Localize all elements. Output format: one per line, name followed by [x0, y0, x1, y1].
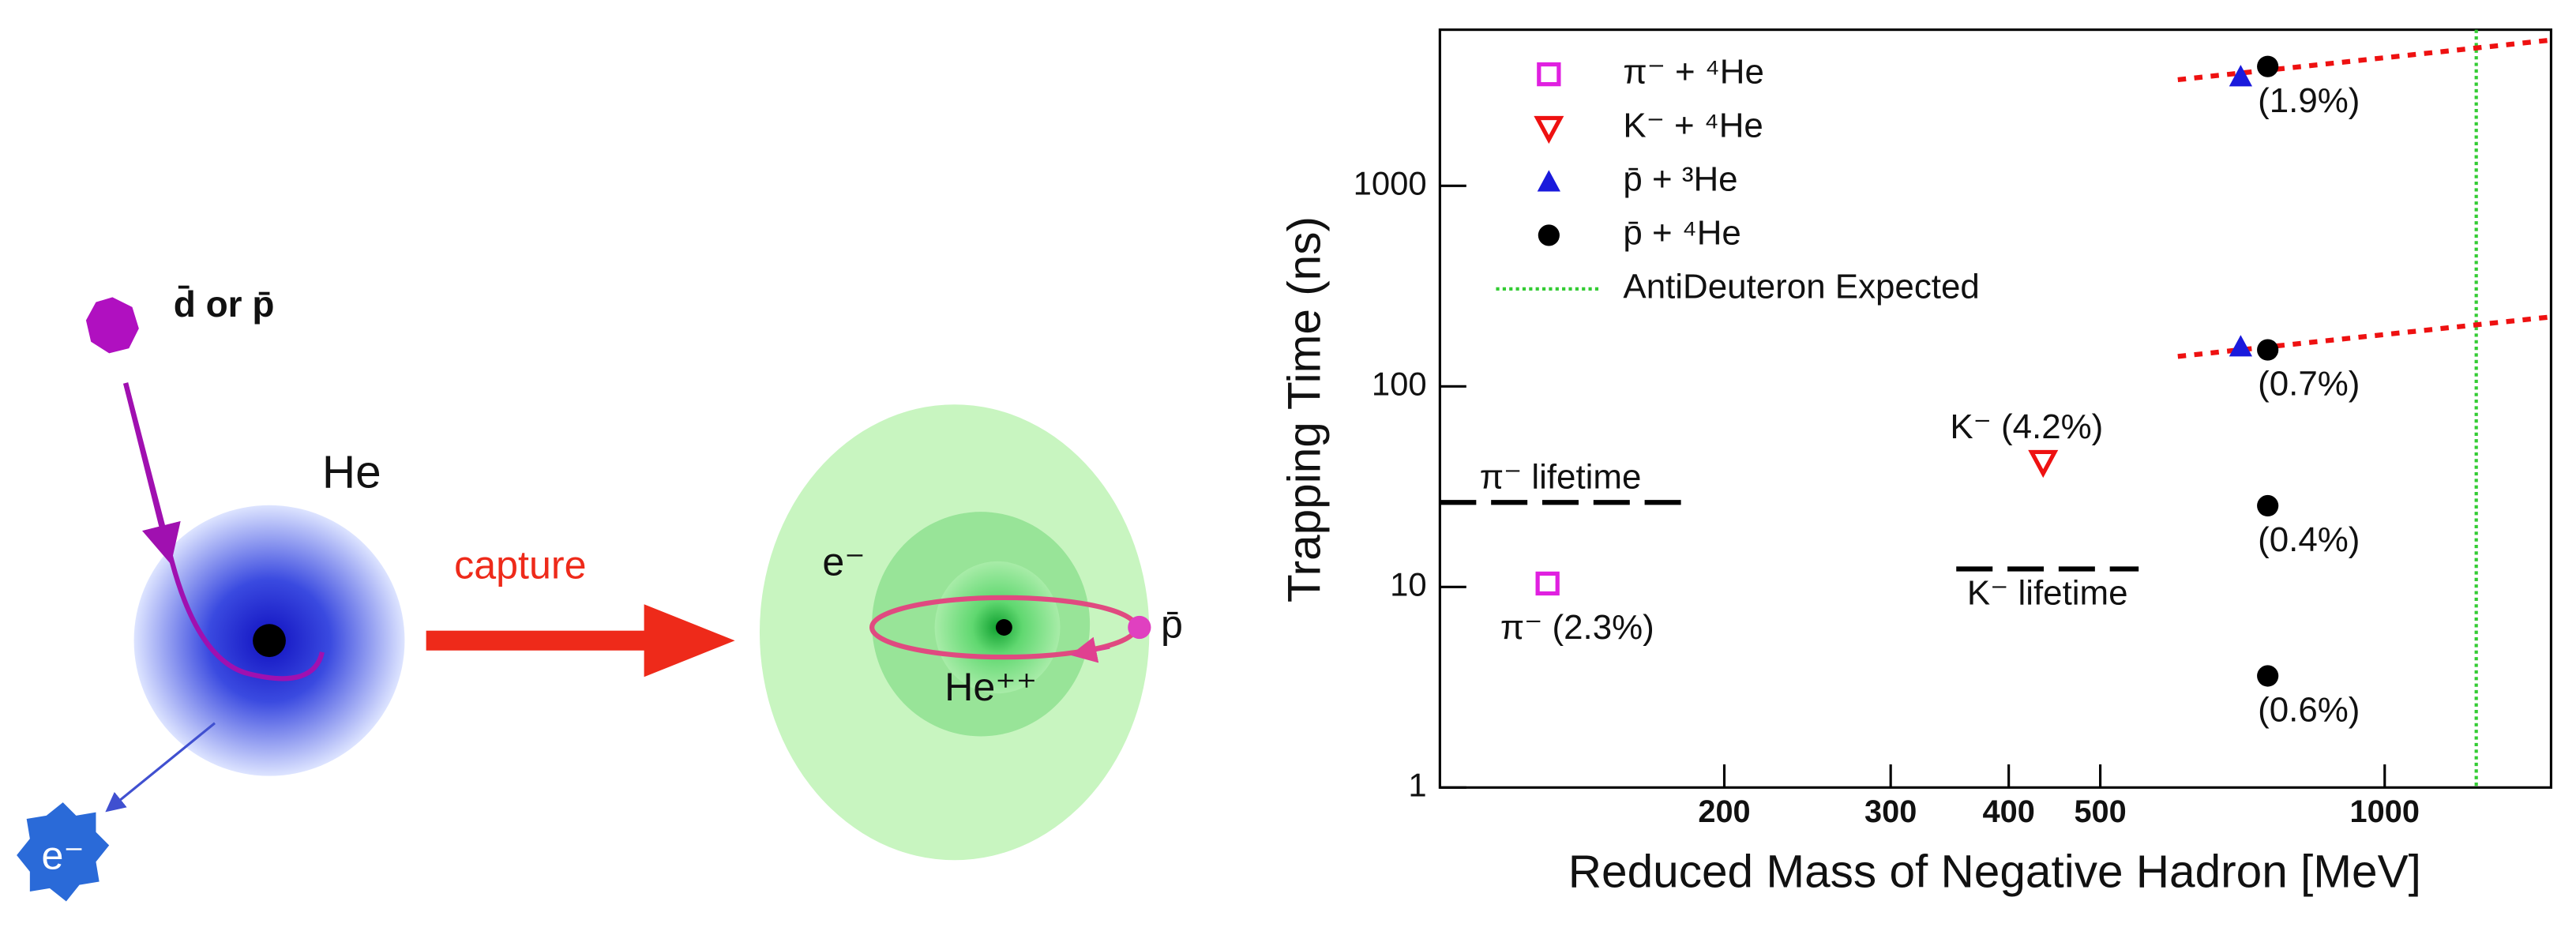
fit-line: [2177, 314, 2552, 359]
x-tick-label: 300: [1864, 794, 1917, 829]
atom-label: He: [322, 447, 381, 498]
capture-arrow-head: [644, 604, 735, 678]
y-tick-label: 10: [1390, 565, 1427, 603]
x-tick-label: 1000: [2350, 794, 2420, 829]
data-label: (0.4%): [2258, 520, 2360, 559]
x-tick-label: 200: [1698, 794, 1750, 829]
x-tick-label: 500: [2074, 794, 2126, 829]
legend-label: AntiDeuteron Expected: [1623, 267, 1979, 306]
data-label: (0.6%): [2258, 691, 2360, 730]
legend-marker: [1537, 62, 1561, 87]
legend-marker: [1538, 224, 1560, 246]
data-label: π⁻ (2.3%): [1500, 608, 1654, 647]
legend-label: π⁻ + ⁴He: [1623, 53, 1763, 92]
legend-label: p̄ + ³He: [1623, 160, 1737, 199]
legend-label: K⁻ + ⁴He: [1623, 107, 1763, 145]
trajectory-arrow: [123, 382, 181, 565]
trajectory: [123, 382, 325, 681]
x-tick-label: 400: [1983, 794, 2035, 829]
diagram: e⁻ d̄ or p̄ He capture e⁻ He⁺⁺ p̄: [17, 283, 1183, 902]
helium-nucleus: [995, 619, 1012, 636]
emitted-label: e⁻: [41, 833, 84, 877]
emission-arrow: [105, 722, 216, 813]
marker: [2257, 494, 2279, 517]
y-axis-label: Trapping Time (ns): [1279, 216, 1331, 603]
lifetime-label: π⁻ lifetime: [1480, 458, 1642, 497]
marker: [2257, 665, 2279, 687]
lifetime-label: K⁻ lifetime: [1967, 573, 2128, 612]
marker: [2257, 339, 2279, 361]
electron-label: e⁻: [822, 539, 865, 584]
arrow-label: capture: [454, 542, 586, 587]
chart: Reduced Mass of Negative Hadron [MeV] Tr…: [1279, 28, 2552, 898]
nucleus: [253, 624, 286, 658]
x-axis-label: Reduced Mass of Negative Hadron [MeV]: [1568, 847, 2421, 898]
data-label: (1.9%): [2258, 81, 2360, 120]
projectile-label: d̄ or p̄: [174, 283, 275, 325]
y-tick-label: 1000: [1354, 164, 1427, 201]
legend-marker: [1537, 170, 1560, 192]
legend-marker: [1534, 115, 1564, 145]
marker: [2028, 449, 2059, 479]
marker: [2229, 65, 2253, 87]
legend-label: p̄ + ⁴He: [1623, 214, 1740, 253]
y-tick-label: 100: [1372, 365, 1427, 402]
marker: [2257, 55, 2279, 77]
marker: [1535, 571, 1560, 596]
nucleus-label: He⁺⁺: [944, 665, 1037, 709]
orbiting-antiparticle: [1128, 615, 1151, 640]
projectile: [85, 297, 139, 354]
orbit-label: p̄: [1161, 603, 1183, 647]
fit-line: [2177, 37, 2552, 83]
electron-burst: [17, 802, 110, 902]
plot-frame: [1438, 28, 2552, 789]
capture-arrow-shaft: [426, 630, 661, 651]
marker: [2229, 335, 2253, 357]
data-label: K⁻ (4.2%): [1950, 407, 2103, 446]
y-tick-label: 1: [1408, 766, 1426, 803]
orbit-arrow: [1070, 636, 1110, 663]
data-label: (0.7%): [2258, 365, 2360, 404]
